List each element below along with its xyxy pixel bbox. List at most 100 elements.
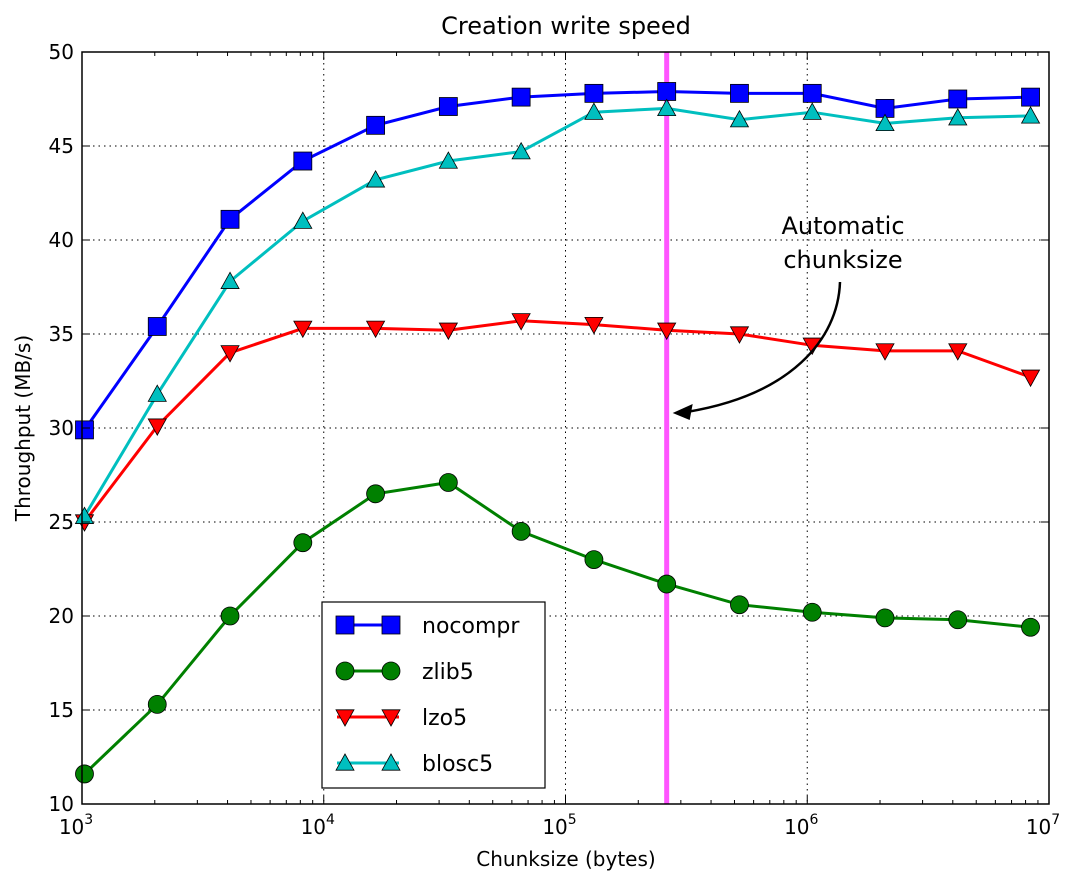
x-tick-base: 10: [301, 815, 326, 839]
data-point-nocompr: [366, 115, 385, 135]
y-tick-label: 50: [49, 40, 74, 64]
data-point-blosc5: [293, 211, 313, 229]
data-point-zlib5: [657, 574, 677, 594]
data-point-zlib5: [366, 484, 385, 504]
x-tick-exponent: 3: [84, 812, 93, 828]
y-tick-label: 40: [49, 228, 74, 252]
data-point-blosc5: [729, 109, 750, 128]
data-point-nocompr: [220, 209, 240, 229]
data-point-zlib5: [948, 610, 968, 630]
x-tick-base: 10: [542, 815, 567, 839]
data-point-zlib5: [220, 606, 240, 626]
data-point-nocompr: [802, 83, 822, 103]
grid: [82, 52, 1049, 804]
data-point-zlib5: [511, 522, 531, 541]
data-point-blosc5: [74, 506, 95, 524]
x-tick-base: 10: [1026, 815, 1051, 839]
series-line-zlib5: [83, 480, 1031, 775]
y-tick-label: 10: [49, 792, 74, 816]
data-point-nocompr: [293, 151, 313, 171]
data-point-blosc5: [657, 98, 677, 116]
y-tick-label: 25: [49, 510, 74, 534]
x-tick-label: 105: [542, 812, 576, 839]
series-lzo5: [74, 313, 1041, 532]
x-tick-label: 103: [59, 812, 93, 839]
legend-label: blosc5: [422, 752, 493, 777]
legend-item-lzo5: lzo5: [335, 706, 467, 731]
x-tick-exponent: 6: [810, 812, 819, 828]
data-point-lzo5: [511, 313, 531, 331]
data-point-zlib5: [875, 608, 895, 628]
data-point-blosc5: [802, 102, 822, 120]
legend-item-nocompr: nocompr: [335, 614, 520, 639]
data-point-zlib5: [293, 533, 313, 553]
legend-marker: [381, 753, 401, 771]
data-point-lzo5: [948, 343, 968, 361]
annotation-arrowhead: [672, 403, 693, 420]
legend-marker: [381, 709, 401, 727]
data-point-zlib5: [438, 473, 458, 492]
legend-item-zlib5: zlib5: [335, 660, 474, 685]
data-point-zlib5: [730, 595, 749, 615]
y-tick-label: 30: [49, 416, 74, 440]
x-axis-label: Chunksize (bytes): [476, 847, 655, 871]
data-point-zlib5: [584, 550, 604, 569]
x-tick-base: 10: [59, 815, 84, 839]
data-point-nocompr: [730, 83, 749, 103]
data-point-blosc5: [875, 113, 895, 132]
x-tick-exponent: 4: [326, 812, 335, 828]
data-point-lzo5: [220, 345, 240, 363]
legend-label: lzo5: [422, 706, 467, 731]
series-line-nocompr: [83, 89, 1031, 431]
data-point-lzo5: [1020, 369, 1041, 388]
data-point-nocompr: [438, 97, 458, 116]
series-line-lzo5: [83, 319, 1032, 523]
chart-title: Creation write speed: [441, 12, 691, 40]
legend-label: nocompr: [422, 614, 520, 639]
data-point-zlib5: [75, 764, 94, 784]
x-tick-label: 106: [784, 812, 818, 839]
data-point-lzo5: [293, 320, 313, 339]
annotation: Automatic chunksize: [672, 212, 905, 420]
data-point-lzo5: [365, 320, 386, 339]
data-point-lzo5: [875, 343, 895, 361]
data-point-blosc5: [365, 170, 386, 188]
y-tick-label: 35: [49, 322, 74, 346]
data-point-nocompr: [511, 87, 531, 107]
data-point-lzo5: [584, 316, 604, 335]
series-line-blosc5: [83, 106, 1031, 518]
data-point-nocompr: [657, 82, 677, 101]
series-layer: [74, 82, 1041, 784]
data-point-blosc5: [438, 151, 459, 169]
y-axis-label: Throughput (MB/s): [11, 335, 35, 522]
data-point-nocompr: [584, 83, 604, 103]
data-point-blosc5: [1020, 106, 1041, 124]
x-tick-label: 104: [301, 812, 335, 839]
data-point-lzo5: [438, 322, 459, 341]
data-point-zlib5: [802, 602, 822, 622]
legend-marker: [335, 753, 355, 771]
data-point-zlib5: [1021, 617, 1040, 637]
x-tick-exponent: 5: [568, 812, 577, 828]
data-point-blosc5: [584, 102, 604, 120]
legend-marker: [335, 709, 355, 727]
legend-marker: [335, 615, 355, 635]
data-point-blosc5: [147, 384, 167, 402]
y-tick-label: 15: [49, 698, 74, 722]
series-blosc5: [74, 98, 1041, 524]
series-zlib5: [75, 473, 1040, 784]
legend-label: zlib5: [422, 660, 474, 685]
series-nocompr: [75, 82, 1040, 440]
data-point-zlib5: [147, 694, 167, 714]
legend-box: [321, 601, 546, 789]
x-tick-label: 107: [1026, 812, 1060, 839]
data-point-blosc5: [511, 141, 531, 160]
annotation-line-2: chunksize: [783, 246, 902, 274]
data-point-blosc5: [220, 271, 240, 289]
annotation-line-1: Automatic: [781, 212, 904, 240]
data-point-lzo5: [657, 322, 677, 341]
data-point-lzo5: [729, 326, 750, 344]
data-point-nocompr: [1021, 87, 1040, 107]
